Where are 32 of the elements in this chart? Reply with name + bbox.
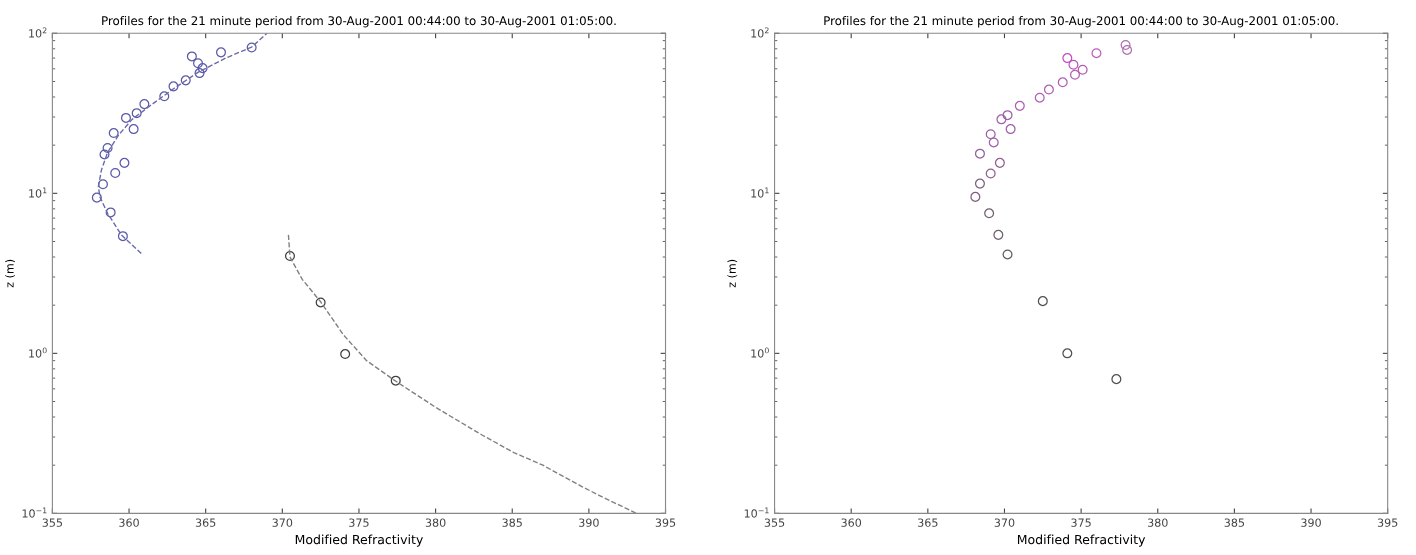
x-tick-label: 375: [349, 518, 369, 527]
x-tick-label: 365: [918, 518, 938, 527]
x-tick-label: 390: [1301, 518, 1321, 527]
y-tick-label: 10$^{−1}$: [744, 507, 769, 518]
y-tick-label: 10$^{2}$: [29, 27, 47, 38]
y-tick-label: 10$^{−1}$: [22, 507, 47, 518]
x-tick-label: 385: [502, 518, 522, 527]
y-tick-label: 10$^{1}$: [751, 187, 769, 198]
x-axis-title: Modified Refractivity: [295, 534, 423, 547]
x-tick-label: 360: [119, 518, 139, 527]
x-tick-label: 380: [425, 518, 446, 527]
x-tick-label: 360: [841, 518, 862, 527]
y-axis-title: z (m): [5, 259, 16, 288]
x-tick-label: 370: [272, 518, 293, 527]
x-axis-title: Modified Refractivity: [1017, 534, 1146, 547]
x-tick-label: 385: [1224, 518, 1245, 527]
y-tick-label: 10$^{0}$: [751, 347, 769, 358]
x-tick-label: 355: [764, 518, 785, 527]
y-tick-label: 10$^{1}$: [29, 187, 47, 198]
chart-title: Profiles for the 21 minute period from 30-Aug-2001 00:44:00 to 30-Aug-2001 01:05:00.: [824, 16, 1338, 28]
chart-title: Profiles for the 21 minute period from 30-Aug-2001 00:44:00 to 30-Aug-2001 01:05:00.: [102, 16, 616, 28]
x-tick-label: 395: [1377, 518, 1398, 527]
y-axis-title: z (m): [727, 259, 738, 288]
y-tick-label: 10$^{2}$: [751, 27, 769, 38]
x-tick-label: 375: [1071, 518, 1091, 527]
x-tick-label: 370: [994, 518, 1015, 527]
x-tick-label: 390: [579, 518, 599, 527]
x-tick-label: 395: [655, 518, 676, 527]
x-tick-label: 365: [195, 518, 216, 527]
y-tick-label: 10$^{0}$: [29, 347, 47, 358]
x-tick-label: 355: [42, 518, 63, 527]
x-tick-label: 380: [1148, 518, 1168, 527]
